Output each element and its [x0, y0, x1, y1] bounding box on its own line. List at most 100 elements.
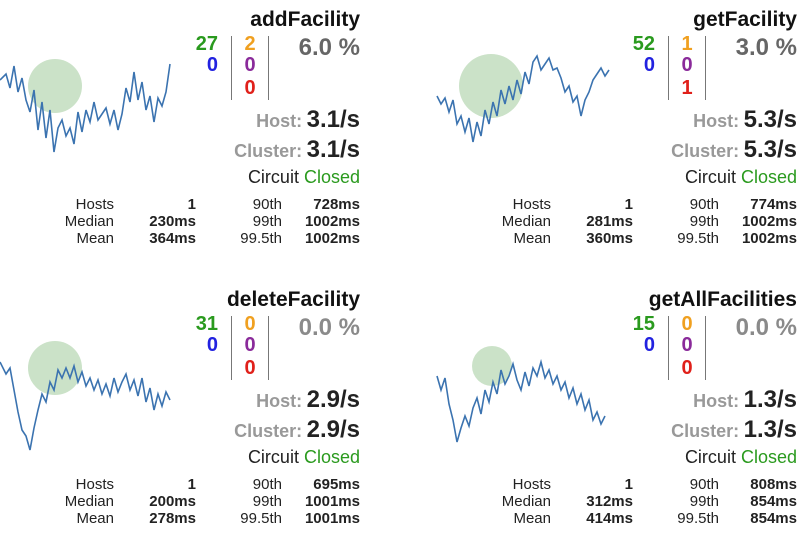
- stat-value: 808ms: [750, 476, 797, 493]
- success-count: 27: [195, 33, 218, 55]
- stat-label: Median: [64, 213, 114, 230]
- error-rate: 6.0 %: [298, 34, 360, 61]
- timeout-count: 0: [681, 334, 693, 356]
- stat-label: 90th: [252, 476, 282, 493]
- command-name: deleteFacility: [226, 288, 360, 311]
- short-circuited-count: 0: [643, 54, 655, 76]
- stats-values-right: 728ms 1002ms 1002ms: [284, 196, 360, 247]
- cluster-label: Cluster:: [234, 141, 303, 161]
- stat-value: 1002ms: [304, 213, 360, 230]
- stat-label: Hosts: [512, 476, 551, 493]
- stat-label: 99th: [689, 213, 719, 230]
- health-bubble: [472, 346, 512, 386]
- stat-value: 854ms: [750, 510, 797, 527]
- stat-label: 99th: [252, 213, 282, 230]
- stats-values-right: 774ms 1002ms 1002ms: [721, 196, 797, 247]
- stat-value: 1001ms: [304, 510, 360, 527]
- circuit-status-row: Circuit Closed: [248, 447, 360, 468]
- stat-label: 90th: [689, 476, 719, 493]
- command-card-getAllFacilities: getAllFacilities 15 0 0 0 0 0.0 % Host: …: [436, 280, 797, 540]
- sparkline-line: [0, 361, 171, 451]
- success-count: 15: [632, 313, 655, 335]
- stat-label: 99.5th: [240, 230, 282, 247]
- stats-labels-left: Hosts Median Mean: [56, 196, 114, 247]
- count-divider: [231, 316, 232, 380]
- stat-value: 854ms: [750, 493, 797, 510]
- stat-value: 278ms: [149, 510, 196, 527]
- sparkline-chart: [0, 341, 171, 451]
- stat-value: 414ms: [586, 510, 633, 527]
- stats-labels-right: 90th 99th 99.5th: [216, 476, 282, 527]
- success-count: 31: [195, 313, 218, 335]
- stat-value: 695ms: [313, 476, 360, 493]
- stat-value: 1: [187, 476, 196, 493]
- short-circuited-count: 0: [206, 334, 218, 356]
- stat-value: 1: [624, 476, 633, 493]
- stats-labels-right: 90th 99th 99.5th: [653, 476, 719, 527]
- cluster-label: Cluster:: [234, 421, 303, 441]
- command-name: getAllFacilities: [648, 288, 797, 311]
- stat-value: 774ms: [750, 196, 797, 213]
- sparkline-line: [436, 54, 610, 143]
- stat-label: Mean: [513, 510, 551, 527]
- rate-divider: [268, 36, 269, 100]
- cluster-rate: 1.3/s: [743, 416, 797, 443]
- bad-request-count: 1: [681, 33, 693, 55]
- circuit-status-row: Circuit Closed: [685, 167, 797, 188]
- stats-labels-left: Hosts Median Mean: [493, 196, 551, 247]
- health-bubble: [28, 59, 82, 113]
- host-rate: 1.3/s: [743, 386, 797, 413]
- circuit-status: Closed: [303, 167, 360, 187]
- circuit-status-row: Circuit Closed: [685, 447, 797, 468]
- stat-label: Hosts: [75, 476, 114, 493]
- stat-value: 1: [624, 196, 633, 213]
- cluster-label: Cluster:: [671, 421, 740, 441]
- stat-label: 99.5th: [677, 510, 719, 527]
- failure-count: 0: [244, 357, 256, 379]
- host-label: Host:: [256, 111, 303, 131]
- stats-values-left: 1 230ms 364ms: [120, 196, 196, 247]
- stat-value: 364ms: [149, 230, 196, 247]
- stats-labels-right: 90th 99th 99.5th: [653, 196, 719, 247]
- short-circuited-count: 0: [206, 54, 218, 76]
- stat-value: 312ms: [586, 493, 633, 510]
- timeout-count: 0: [681, 54, 693, 76]
- host-label: Host:: [693, 391, 740, 411]
- circuit-label: Circuit: [684, 447, 736, 467]
- stat-label: 90th: [252, 196, 282, 213]
- stat-label: 99.5th: [240, 510, 282, 527]
- stats-values-right: 808ms 854ms 854ms: [721, 476, 797, 527]
- failure-count: 0: [244, 77, 256, 99]
- count-divider: [668, 36, 669, 100]
- command-card-getFacility: getFacility 52 0 1 0 1 3.0 % Host: 5.3/s…: [436, 0, 797, 260]
- cluster-rate-row: Cluster: 1.3/s: [671, 416, 797, 444]
- count-divider: [231, 36, 232, 100]
- stat-label: 99th: [252, 493, 282, 510]
- stat-value: 200ms: [149, 493, 196, 510]
- count-divider: [668, 316, 669, 380]
- cluster-rate-row: Cluster: 5.3/s: [671, 136, 797, 164]
- stat-label: Median: [501, 213, 551, 230]
- stat-value: 281ms: [586, 213, 633, 230]
- command-card-addFacility: addFacility 27 0 2 0 0 6.0 % Host: 3.1/s…: [0, 0, 360, 260]
- host-rate-row: Host: 3.1/s: [256, 106, 360, 134]
- stat-value: 1001ms: [304, 493, 360, 510]
- stat-label: Mean: [76, 230, 114, 247]
- health-bubble: [28, 341, 82, 395]
- host-rate-row: Host: 2.9/s: [256, 386, 360, 414]
- host-rate: 3.1/s: [306, 106, 360, 133]
- host-label: Host:: [256, 391, 303, 411]
- cluster-rate: 5.3/s: [743, 136, 797, 163]
- health-bubble: [459, 54, 523, 118]
- stats-values-left: 1 200ms 278ms: [120, 476, 196, 527]
- host-rate: 2.9/s: [306, 386, 360, 413]
- cluster-rate-row: Cluster: 3.1/s: [234, 136, 360, 164]
- circuit-label: Circuit: [247, 447, 299, 467]
- error-rate: 3.0 %: [735, 34, 797, 61]
- stat-label: 90th: [689, 196, 719, 213]
- cluster-rate: 2.9/s: [306, 416, 360, 443]
- stat-label: Median: [501, 493, 551, 510]
- host-rate-row: Host: 5.3/s: [693, 106, 797, 134]
- command-card-deleteFacility: deleteFacility 31 0 0 0 0 0.0 % Host: 2.…: [0, 280, 360, 540]
- rate-divider: [268, 316, 269, 380]
